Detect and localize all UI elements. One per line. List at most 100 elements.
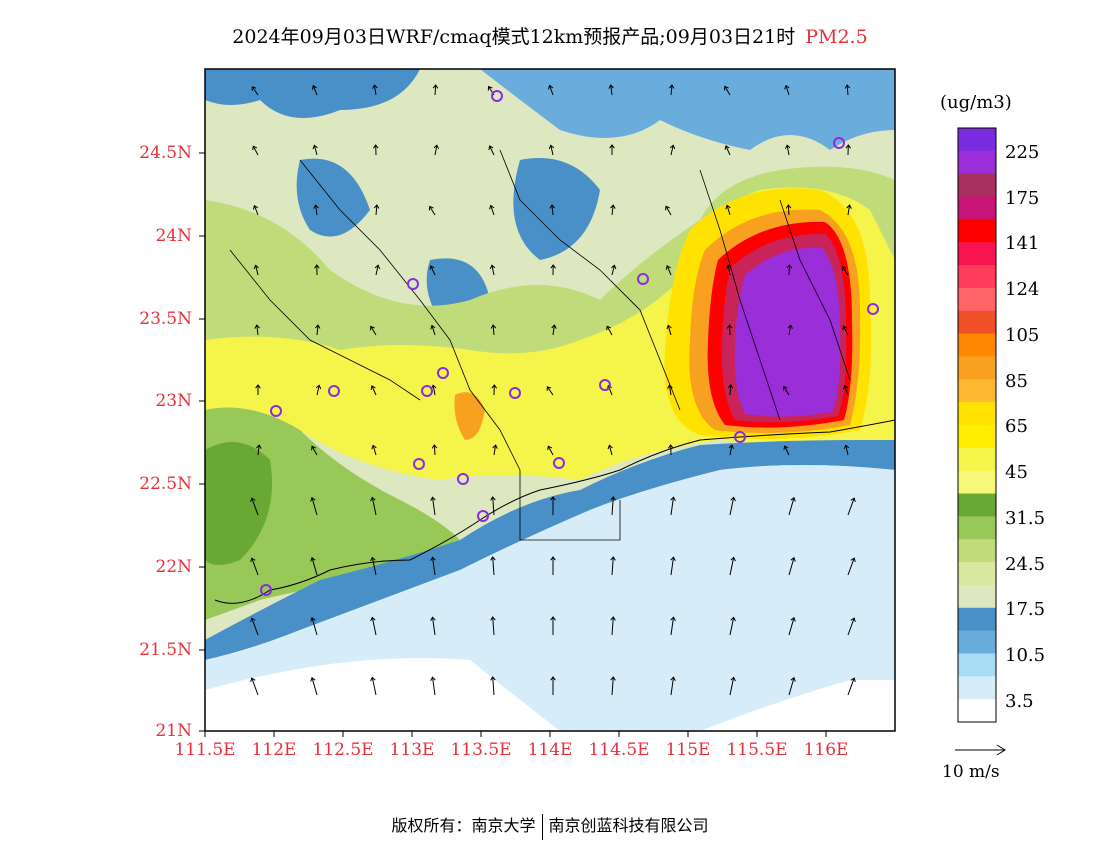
colorbar-swatch bbox=[958, 402, 996, 426]
wind-arrow-head bbox=[488, 145, 494, 151]
copyright-left: 版权所有：南京大学 bbox=[391, 816, 536, 835]
wind-arrow bbox=[547, 445, 554, 456]
wind-arrow-head bbox=[670, 616, 676, 621]
wind-arrow bbox=[611, 676, 614, 696]
wind-arrow bbox=[724, 86, 731, 96]
wind-arrow-head bbox=[728, 444, 735, 450]
wind-arrow-head bbox=[310, 556, 316, 562]
wind-arrow bbox=[490, 205, 495, 216]
wind-arrow bbox=[546, 386, 554, 396]
admin-boundary bbox=[229, 249, 421, 401]
colorbar-swatch bbox=[958, 265, 996, 289]
colorbar-label: 10.5 bbox=[1005, 645, 1046, 666]
wind-arrow-head bbox=[850, 677, 856, 683]
wind-arrow-head bbox=[665, 205, 670, 211]
wind-arrow bbox=[549, 85, 554, 96]
wind-arrow bbox=[493, 445, 497, 456]
colorbar-swatch bbox=[958, 516, 996, 540]
wind-arrow-head bbox=[430, 676, 436, 681]
station-marker bbox=[637, 273, 649, 285]
wind-arrow bbox=[492, 556, 495, 576]
sea-low-west bbox=[205, 658, 560, 731]
wind-arrow bbox=[844, 385, 849, 396]
wind-arrow-head bbox=[841, 265, 847, 271]
wind-arrow-head bbox=[430, 616, 436, 621]
wind-arrow bbox=[371, 677, 377, 696]
wind-arrow bbox=[845, 445, 849, 456]
wind-arrow-head bbox=[670, 496, 676, 501]
wind-arrow bbox=[847, 677, 855, 696]
wind-arrow-head bbox=[606, 325, 612, 331]
wind-arrow bbox=[371, 557, 377, 576]
station-marker bbox=[553, 457, 565, 469]
wind-arrow bbox=[667, 325, 672, 336]
wind-arrow-head bbox=[790, 496, 796, 502]
wind-arrow-head bbox=[548, 84, 554, 90]
wind-arrow-head bbox=[251, 86, 257, 91]
colorbar-label: 65 bbox=[1005, 416, 1028, 437]
wind-arrow-head bbox=[490, 556, 496, 561]
reference-vector-head bbox=[996, 744, 1006, 756]
wind-arrow-head bbox=[790, 556, 796, 562]
wind-arrow-head bbox=[787, 324, 793, 329]
wind-arrow-head bbox=[250, 677, 256, 683]
coastal-blue bbox=[205, 440, 895, 660]
wind-arrow bbox=[785, 85, 790, 96]
wind-arrow-head bbox=[726, 264, 732, 269]
wind-arrow bbox=[668, 385, 672, 396]
wind-arrow bbox=[788, 617, 795, 636]
colorbar-label: 141 bbox=[1005, 233, 1040, 254]
wind-arrow bbox=[432, 557, 436, 576]
wind-arrow-head bbox=[430, 324, 436, 330]
wind-arrow bbox=[665, 206, 672, 216]
wind-arrow bbox=[846, 84, 849, 96]
admin-boundary bbox=[499, 149, 681, 411]
wind-arrow bbox=[611, 496, 614, 516]
wind-arrow bbox=[432, 617, 436, 636]
colorbar-swatch bbox=[958, 562, 996, 586]
wind-arrow-head bbox=[314, 264, 320, 269]
wind-arrow bbox=[788, 325, 792, 336]
wind-arrow-head bbox=[374, 264, 381, 270]
copyright: 版权所有：南京大学 南京创蓝科技有限公司 bbox=[0, 812, 1100, 840]
wind-arrow bbox=[253, 205, 259, 216]
lat-label: 23.5N bbox=[139, 309, 192, 329]
colorbar-swatch bbox=[958, 539, 996, 563]
wind-arrow-head bbox=[310, 616, 316, 622]
wind-arrow bbox=[311, 617, 318, 636]
wind-arrow bbox=[666, 265, 672, 276]
wind-arrow-head bbox=[371, 444, 377, 450]
lat-label: 22.5N bbox=[139, 474, 192, 494]
wind-vectors bbox=[250, 84, 856, 696]
wind-arrow-head bbox=[250, 497, 256, 503]
wind-arrow-head bbox=[670, 676, 676, 681]
colorbar-label: 225 bbox=[1005, 142, 1040, 163]
wind-arrow-head bbox=[725, 204, 731, 210]
wind-arrow-head bbox=[487, 85, 493, 91]
wind-arrow bbox=[492, 324, 495, 336]
wind-arrow bbox=[841, 266, 849, 276]
lon-label: 116E bbox=[803, 740, 849, 760]
wind-arrow bbox=[670, 85, 673, 96]
wind-arrow bbox=[611, 205, 614, 216]
wind-arrow bbox=[610, 85, 613, 96]
wind-arrow-head bbox=[845, 144, 852, 149]
wind-arrow bbox=[847, 205, 851, 216]
wind-arrow-head bbox=[254, 324, 260, 329]
wind-arrow-head bbox=[250, 557, 256, 563]
wind-arrow bbox=[725, 145, 731, 156]
wind-arrow-head bbox=[490, 676, 496, 681]
wind-arrow bbox=[316, 325, 319, 336]
wind-arrow bbox=[375, 204, 378, 216]
colorbar-label: 124 bbox=[1005, 279, 1040, 300]
colorbar-swatch bbox=[958, 607, 996, 632]
colorbar-swatch bbox=[958, 219, 996, 243]
wind-arrow-head bbox=[311, 84, 317, 90]
wind-arrow bbox=[433, 444, 436, 456]
north-blue-patch bbox=[205, 69, 420, 118]
wind-arrow-head bbox=[790, 616, 796, 622]
wind-arrow-head bbox=[784, 144, 791, 150]
colorbar-label: 45 bbox=[1005, 462, 1028, 483]
lon-label: 113.5E bbox=[450, 740, 512, 760]
wind-arrow-head bbox=[428, 205, 434, 211]
